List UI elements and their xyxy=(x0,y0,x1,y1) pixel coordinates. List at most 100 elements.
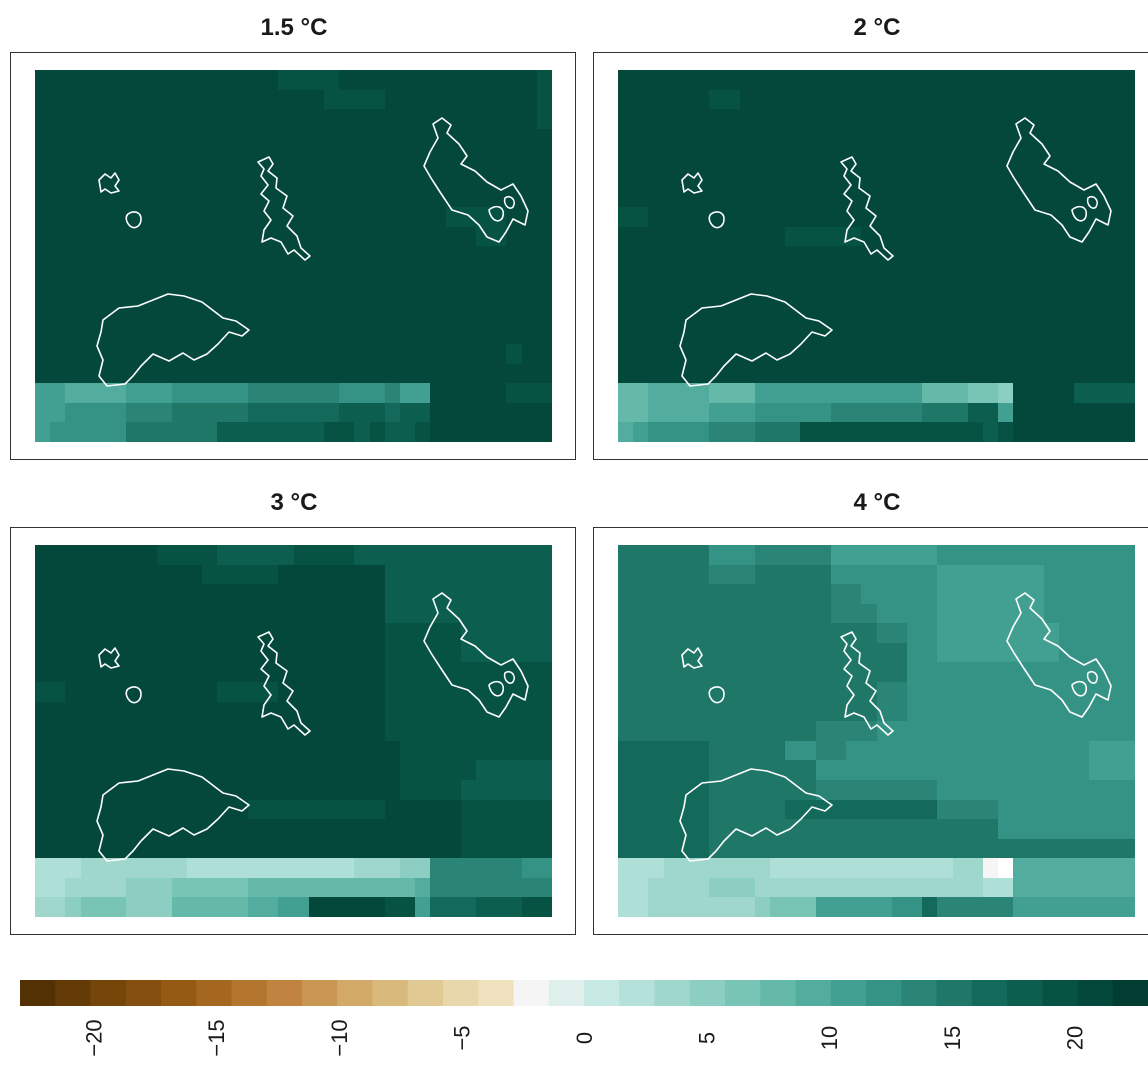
grid-cell xyxy=(415,187,431,208)
grid-cell xyxy=(877,780,893,801)
grid-cell xyxy=(968,246,984,267)
grid-cell xyxy=(1089,266,1106,286)
grid-cell xyxy=(968,422,984,442)
grid-cell xyxy=(370,109,386,130)
panel-title-4: 4 °C xyxy=(853,489,901,516)
grid-cell xyxy=(1089,858,1106,879)
grid-cell xyxy=(1059,403,1075,423)
grid-cell xyxy=(172,148,188,169)
grid-cell xyxy=(1120,403,1135,423)
grid-cell xyxy=(278,858,295,879)
grid-cell xyxy=(907,403,923,423)
grid-cell xyxy=(233,90,249,110)
grid-cell xyxy=(491,383,507,404)
grid-cell xyxy=(785,129,801,149)
grid-cell xyxy=(664,227,680,247)
grid-cell xyxy=(370,897,386,917)
grid-cell xyxy=(278,305,295,326)
grid-cell xyxy=(983,897,999,917)
grid-cell xyxy=(248,129,264,149)
grid-cell xyxy=(385,148,401,169)
grid-cell xyxy=(983,168,999,188)
land-outline xyxy=(681,172,703,194)
grid-cell xyxy=(1089,207,1106,228)
grid-cell xyxy=(1044,741,1060,761)
legend-swatch xyxy=(125,980,162,1006)
land-outline xyxy=(96,293,250,387)
grid-cell xyxy=(877,623,893,644)
grid-cell xyxy=(278,839,295,859)
grid-cell xyxy=(1089,148,1106,169)
grid-cell xyxy=(618,246,634,267)
grid-cell xyxy=(968,383,984,404)
grid-cell xyxy=(491,604,507,624)
grid-cell xyxy=(800,643,817,663)
grid-cell xyxy=(202,721,218,742)
grid-cell xyxy=(50,721,66,742)
grid-cell xyxy=(861,403,878,423)
grid-cell xyxy=(96,604,112,624)
grid-cell xyxy=(1105,858,1121,879)
grid-cell xyxy=(983,129,999,149)
grid-cell xyxy=(461,364,477,384)
grid-cell xyxy=(187,207,203,228)
grid-cell xyxy=(998,682,1014,703)
grid-cell xyxy=(694,383,710,404)
grid-cell xyxy=(324,897,340,917)
grid-cell xyxy=(1074,897,1090,917)
grid-cell xyxy=(415,70,431,91)
grid-cell xyxy=(111,623,127,644)
grid-cell xyxy=(50,643,66,663)
grid-cell xyxy=(1013,545,1030,566)
grid-cell xyxy=(1089,839,1106,859)
grid-cell xyxy=(157,207,173,228)
grid-cell xyxy=(385,227,401,247)
grid-cell xyxy=(664,721,680,742)
grid-cell xyxy=(324,246,340,267)
grid-cell xyxy=(430,760,447,781)
grid-cell xyxy=(81,403,97,423)
grid-cell xyxy=(740,897,756,917)
grid-cell xyxy=(694,760,710,781)
grid-cell xyxy=(385,702,401,722)
grid-cell xyxy=(430,403,447,423)
grid-cell xyxy=(506,207,523,228)
grid-cell xyxy=(937,148,954,169)
grid-cell xyxy=(126,760,142,781)
grid-cell xyxy=(922,325,938,345)
grid-cell xyxy=(694,643,710,663)
legend-swatch xyxy=(302,980,338,1006)
grid-cell xyxy=(1044,227,1060,247)
grid-cell xyxy=(1120,246,1135,267)
grid-cell xyxy=(446,800,462,820)
legend-swatch xyxy=(196,980,233,1006)
grid-cell xyxy=(755,897,771,917)
grid-cell xyxy=(491,285,507,306)
grid-cell xyxy=(998,604,1014,624)
grid-cell xyxy=(755,858,771,879)
grid-cell xyxy=(755,168,771,188)
grid-cell xyxy=(324,285,340,306)
grid-cell xyxy=(648,545,665,566)
grid-cell xyxy=(892,643,908,663)
grid-cell xyxy=(618,148,634,169)
grid-cell xyxy=(476,90,492,110)
grid-cell xyxy=(831,897,847,917)
grid-cell xyxy=(370,70,386,91)
grid-cell xyxy=(202,90,218,110)
grid-cell xyxy=(126,702,142,722)
grid-cell xyxy=(294,266,310,286)
grid-cell xyxy=(800,702,817,722)
grid-cell xyxy=(1089,819,1106,840)
grid-cell xyxy=(633,70,649,91)
grid-cell xyxy=(694,800,710,820)
grid-cell xyxy=(187,604,203,624)
grid-cell xyxy=(724,422,741,442)
grid-cell xyxy=(816,403,832,423)
grid-cell xyxy=(354,187,371,208)
grid-cell xyxy=(65,839,82,859)
grid-cell xyxy=(755,545,771,566)
grid-cell xyxy=(96,760,112,781)
grid-cell xyxy=(1074,285,1090,306)
grid-cell xyxy=(476,839,492,859)
